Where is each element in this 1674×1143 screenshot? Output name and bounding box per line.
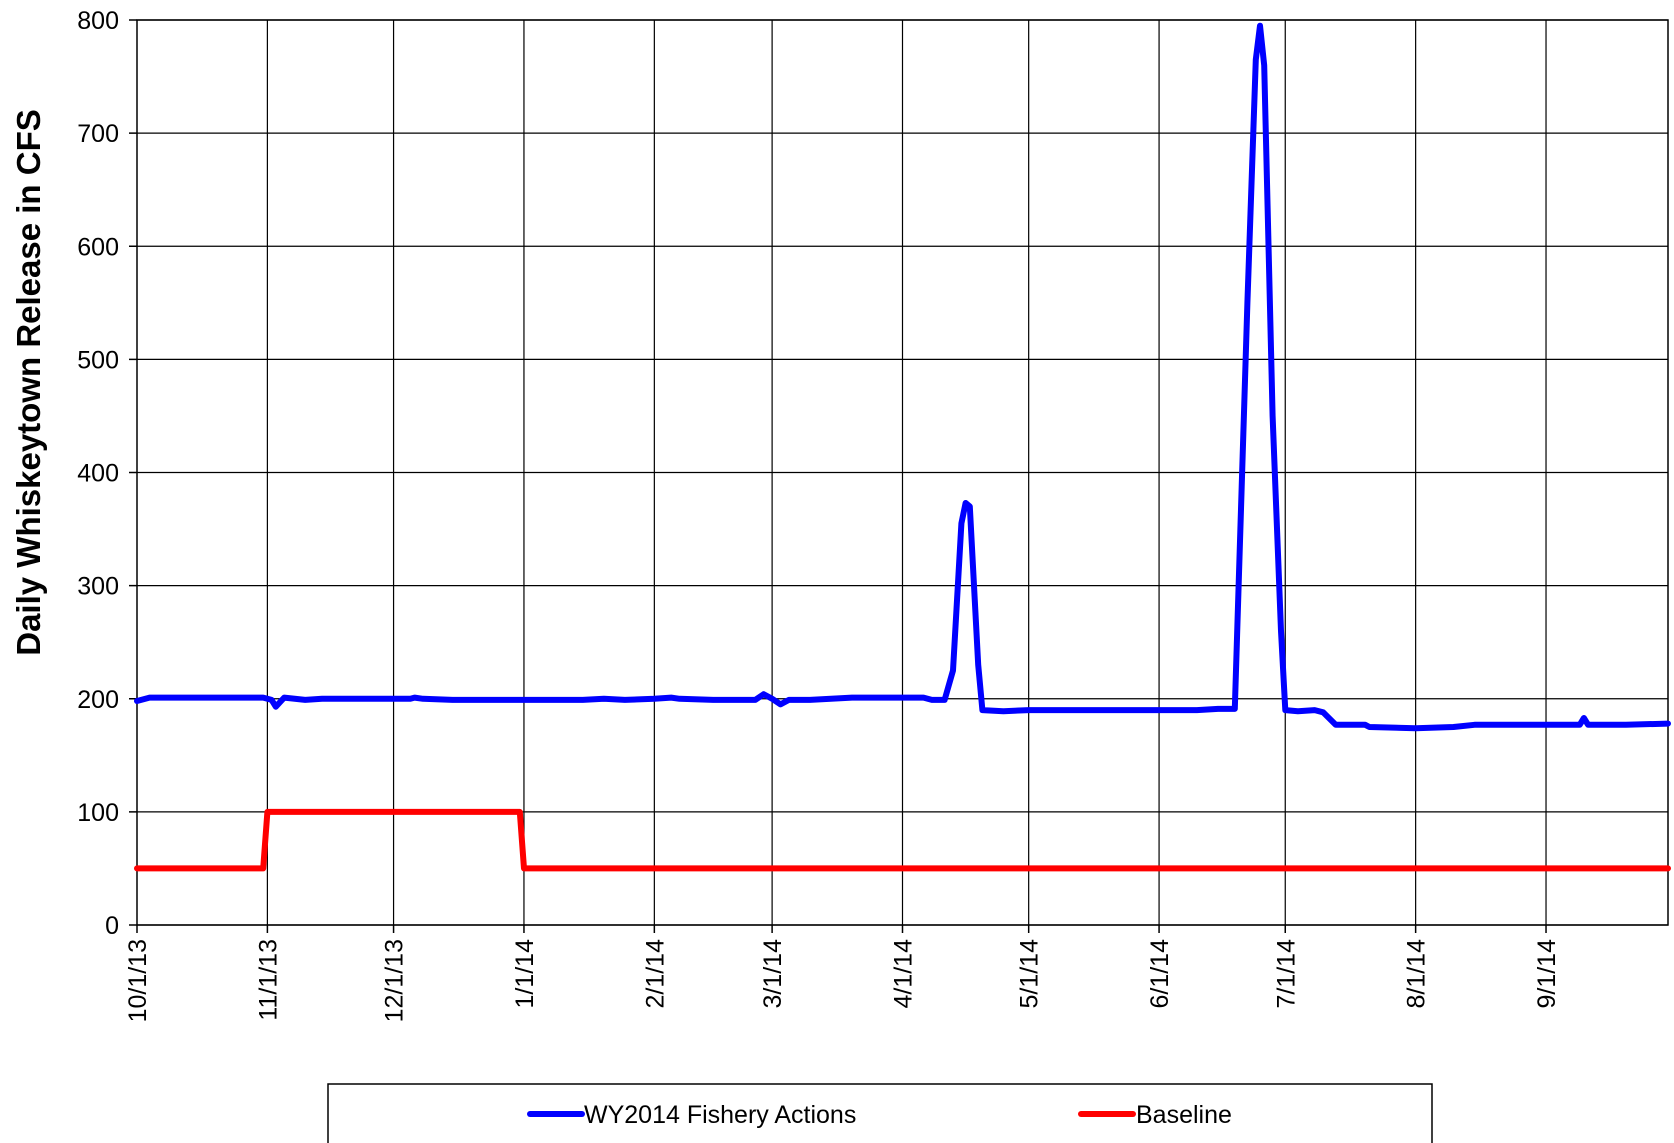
y-axis-title: Daily Whiskeytown Release in CFS (10, 109, 47, 656)
x-tick-label: 9/1/14 (1533, 939, 1561, 1009)
y-tick-label: 800 (77, 7, 119, 35)
x-axis-ticks: 10/1/13 11/1/13 12/1/13 1/1/14 2/1/14 3/1/14 4… (124, 925, 1561, 1022)
y-tick-label: 600 (77, 233, 119, 261)
series-line-baseline (134, 808, 1671, 872)
legend: WY2014 Fishery Actions Baseline (327, 1083, 1433, 1143)
x-tick-label: 4/1/14 (890, 939, 918, 1009)
y-tick-label: 200 (77, 686, 119, 714)
x-tick-label: 10/1/13 (124, 939, 152, 1022)
y-tick-label: 700 (77, 120, 119, 148)
y-tick-label: 500 (77, 346, 119, 374)
y-axis-ticks: 0 100 200 300 400 500 600 700 800 (77, 7, 137, 940)
x-tick-label: 12/1/13 (381, 939, 409, 1022)
x-tick-label: 7/1/14 (1272, 939, 1300, 1009)
x-tick-label: 1/1/14 (511, 939, 539, 1009)
legend-label-baseline: Baseline (1136, 1101, 1232, 1129)
y-tick-label: 400 (77, 460, 119, 488)
legend-label-fishery-actions: WY2014 Fishery Actions (584, 1101, 856, 1129)
series-lines (134, 22, 1671, 872)
x-tick-label: 5/1/14 (1016, 939, 1044, 1009)
legend-box (327, 1083, 1433, 1143)
y-tick-label: 0 (105, 912, 119, 940)
x-tick-label: 2/1/14 (641, 939, 669, 1009)
x-tick-label: 8/1/14 (1403, 939, 1431, 1009)
y-tick-label: 100 (77, 799, 119, 827)
x-tick-label: 3/1/14 (759, 939, 787, 1009)
y-tick-label: 300 (77, 573, 119, 601)
x-tick-label: 11/1/13 (254, 939, 282, 1021)
x-tick-label: 6/1/14 (1146, 939, 1174, 1009)
gridlines (137, 19, 1668, 926)
series-line-fishery-actions (134, 22, 1671, 732)
